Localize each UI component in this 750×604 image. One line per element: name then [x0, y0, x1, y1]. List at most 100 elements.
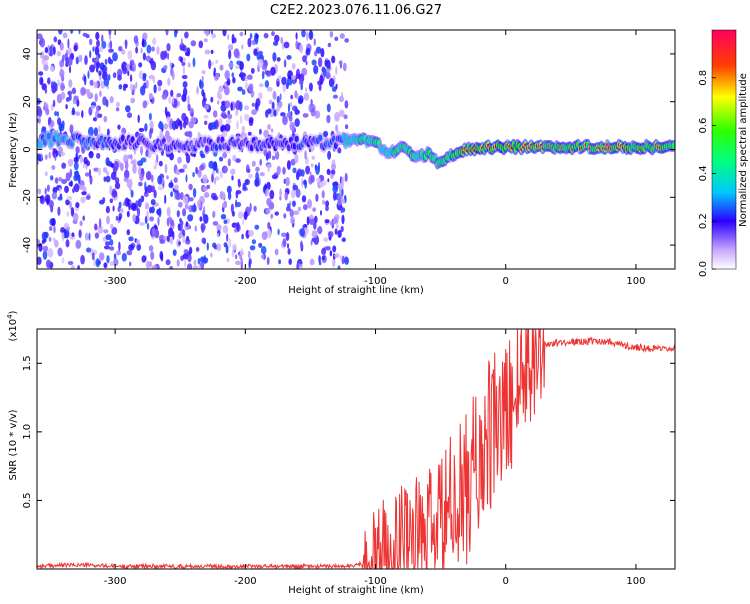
- noise-blob: [96, 39, 100, 48]
- noise-blob: [289, 209, 294, 218]
- noise-blob: [66, 196, 73, 201]
- noise-blob: [150, 185, 156, 193]
- noise-blob: [327, 178, 330, 183]
- noise-blob: [235, 158, 241, 163]
- noise-blob: [332, 191, 337, 201]
- noise-blob: [228, 62, 234, 68]
- noise-blob: [97, 53, 101, 59]
- noise-blob: [93, 127, 98, 137]
- noise-blob: [191, 112, 194, 117]
- noise-blob: [217, 100, 220, 105]
- noise-blob: [274, 34, 280, 43]
- noise-blob: [234, 254, 238, 260]
- noise-blob: [211, 33, 216, 39]
- noise-blob: [228, 238, 232, 248]
- noise-blob: [168, 182, 174, 189]
- noise-blob: [224, 100, 231, 109]
- noise-blob: [298, 73, 305, 83]
- noise-blob: [311, 59, 317, 66]
- noise-blob: [247, 37, 252, 48]
- noise-blob: [197, 258, 201, 265]
- noise-blob: [254, 224, 260, 230]
- noise-blob: [56, 50, 62, 57]
- noise-blob: [302, 113, 309, 118]
- noise-blob: [281, 41, 285, 50]
- noise-blob: [274, 248, 279, 256]
- noise-blob: [295, 188, 301, 198]
- noise-blob: [235, 100, 241, 111]
- noise-blob: [201, 89, 205, 97]
- noise-blob: [102, 96, 107, 106]
- noise-blob: [296, 262, 299, 269]
- noise-blob: [166, 43, 171, 52]
- noise-blob: [327, 150, 332, 160]
- noise-blob: [223, 242, 228, 248]
- noise-blob: [177, 223, 181, 231]
- noise-blob: [88, 232, 91, 241]
- noise-blob: [261, 70, 265, 80]
- noise-blob: [65, 199, 70, 206]
- noise-blob: [224, 123, 231, 132]
- noise-blob: [39, 195, 45, 205]
- noise-blob: [136, 243, 141, 251]
- y-tick-label: 1.5: [22, 355, 33, 371]
- y-tick-label: 0: [22, 146, 33, 152]
- noise-blob: [57, 206, 61, 216]
- noise-blob: [328, 77, 335, 88]
- noise-blob: [202, 174, 208, 184]
- noise-blob: [126, 250, 133, 256]
- noise-blob: [67, 90, 72, 96]
- noise-blob: [242, 218, 245, 226]
- noise-blob: [89, 79, 94, 86]
- noise-blob: [97, 125, 101, 134]
- noise-blob: [59, 42, 64, 51]
- noise-blob: [57, 247, 63, 257]
- noise-blob: [75, 152, 78, 161]
- noise-blob: [219, 170, 224, 179]
- noise-blob: [49, 65, 55, 72]
- noise-blob: [75, 202, 80, 208]
- noise-blob: [220, 113, 227, 118]
- noise-blob: [321, 190, 325, 199]
- noise-blob: [258, 50, 264, 56]
- noise-blob: [199, 80, 204, 90]
- noise-blob: [222, 202, 226, 208]
- noise-blob: [112, 205, 115, 212]
- noise-blob: [95, 258, 101, 268]
- noise-blob: [89, 64, 95, 73]
- noise-blob: [60, 82, 65, 91]
- noise-blob: [128, 202, 131, 211]
- noise-blob: [243, 211, 248, 221]
- noise-blob: [231, 33, 235, 44]
- noise-blob: [148, 245, 154, 252]
- noise-blob: [130, 202, 137, 211]
- noise-blob: [178, 119, 181, 126]
- noise-blob: [111, 227, 118, 235]
- noise-blob: [290, 101, 293, 107]
- noise-blob: [193, 202, 196, 213]
- noise-blob: [159, 239, 166, 245]
- spectrogram-y-label: Frequency (Hz): [8, 112, 19, 188]
- noise-blob: [48, 51, 54, 57]
- snr-multiplier-close: ): [8, 310, 19, 314]
- noise-blob: [327, 42, 332, 48]
- noise-blob: [273, 41, 279, 46]
- noise-blob: [157, 79, 163, 87]
- noise-blob: [237, 178, 241, 183]
- noise-blob: [341, 237, 346, 242]
- noise-blob: [283, 213, 287, 219]
- noise-blob: [180, 56, 183, 63]
- noise-blob: [263, 32, 269, 39]
- noise-blob: [311, 230, 318, 239]
- noise-blob: [271, 128, 274, 133]
- noise-blob: [265, 207, 271, 215]
- noise-blob: [88, 106, 93, 116]
- noise-blob: [131, 66, 135, 72]
- noise-blob: [326, 168, 331, 175]
- noise-blob: [312, 207, 316, 213]
- noise-blob: [118, 201, 122, 209]
- noise-blob: [170, 191, 174, 198]
- noise-blob: [138, 127, 145, 132]
- noise-blob: [118, 241, 121, 252]
- noise-blob: [192, 265, 199, 269]
